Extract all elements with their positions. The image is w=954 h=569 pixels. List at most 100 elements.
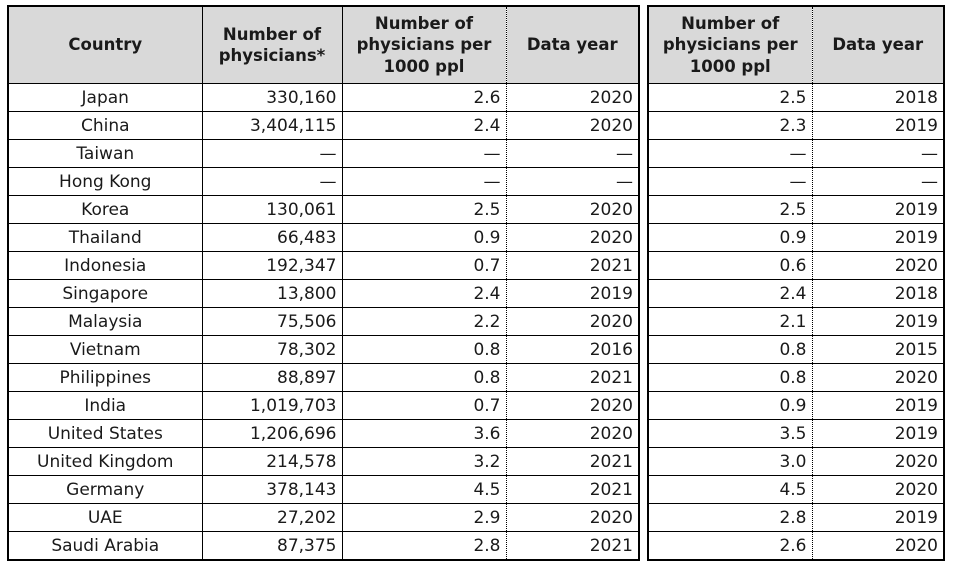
cell-country: Philippines (7, 363, 203, 392)
cell-per-1000-primary: 4.5 (341, 475, 507, 504)
table-row: Indonesia 192,347 0.7 2021 (7, 251, 640, 280)
col-header-data-year-secondary: Data year (811, 5, 945, 84)
col-header-data-year-primary: Data year (505, 5, 640, 84)
cell-per-1000-secondary: 2.4 (647, 279, 813, 308)
table-row: Taiwan — — — (7, 139, 640, 168)
cell-per-1000-primary: 2.4 (341, 279, 507, 308)
cell-per-1000-secondary: 0.9 (647, 223, 813, 252)
cell-country: United Kingdom (7, 447, 203, 476)
cell-per-1000-primary: 0.9 (341, 223, 507, 252)
cell-data-year-primary: — (505, 139, 640, 168)
cell-data-year-primary: 2020 (505, 195, 640, 224)
cell-country: Japan (7, 83, 203, 112)
cell-country: Hong Kong (7, 167, 203, 196)
cell-per-1000-secondary: 2.8 (647, 503, 813, 532)
cell-per-1000-secondary: 0.9 (647, 391, 813, 420)
table-main-header: Country Number of physicians* Number of … (7, 5, 640, 84)
cell-data-year-primary: 2021 (505, 531, 640, 561)
cell-per-1000-primary: 2.5 (341, 195, 507, 224)
table-row: 0.6 2020 (647, 251, 945, 280)
col-header-per-1000-secondary: Number of physicians per 1000 ppl (647, 5, 813, 84)
cell-data-year-secondary: 2019 (811, 307, 945, 336)
cell-physician-count: 78,302 (201, 335, 343, 364)
cell-per-1000-primary: 3.6 (341, 419, 507, 448)
cell-per-1000-secondary: 4.5 (647, 475, 813, 504)
cell-country: United States (7, 419, 203, 448)
cell-data-year-secondary: 2019 (811, 195, 945, 224)
cell-per-1000-secondary: 2.5 (647, 83, 813, 112)
table-row: 2.4 2018 (647, 279, 945, 308)
col-header-per-1000-primary: Number of physicians per 1000 ppl (341, 5, 507, 84)
cell-per-1000-primary: — (341, 167, 507, 196)
cell-data-year-primary: — (505, 167, 640, 196)
table-secondary-body: 2.5 2018 2.3 2019— — — —2.5 2019 0.9 2019 0.6 2020 2… (647, 83, 945, 561)
table-row: China 3,404,115 2.4 2020 (7, 111, 640, 140)
cell-per-1000-secondary: 2.6 (647, 531, 813, 561)
cell-physician-count: — (201, 167, 343, 196)
cell-country: India (7, 391, 203, 420)
cell-data-year-primary: 2020 (505, 391, 640, 420)
cell-data-year-secondary: — (811, 139, 945, 168)
table-row: 2.5 2019 (647, 195, 945, 224)
cell-data-year-secondary: 2015 (811, 335, 945, 364)
cell-data-year-primary: 2020 (505, 83, 640, 112)
cell-physician-count: 3,404,115 (201, 111, 343, 140)
table-row: — — (647, 167, 945, 196)
table-row: Vietnam 78,302 0.8 2016 (7, 335, 640, 364)
cell-country: Thailand (7, 223, 203, 252)
table-row: — — (647, 139, 945, 168)
cell-per-1000-primary: 0.8 (341, 335, 507, 364)
cell-physician-count: 192,347 (201, 251, 343, 280)
table-row: 3.5 2019 (647, 419, 945, 448)
cell-physician-count: 75,506 (201, 307, 343, 336)
cell-per-1000-secondary: 0.8 (647, 363, 813, 392)
cell-data-year-primary: 2021 (505, 251, 640, 280)
cell-data-year-primary: 2020 (505, 111, 640, 140)
cell-per-1000-secondary: — (647, 167, 813, 196)
cell-physician-count: 13,800 (201, 279, 343, 308)
cell-data-year-secondary: 2018 (811, 279, 945, 308)
cell-data-year-secondary: 2020 (811, 531, 945, 561)
cell-country: Korea (7, 195, 203, 224)
table-row: 0.8 2015 (647, 335, 945, 364)
col-header-number-of-physicians: Number of physicians* (201, 5, 343, 84)
table-row: 0.9 2019 (647, 223, 945, 252)
physicians-table-secondary: Number of physicians per 1000 ppl Data y… (647, 5, 945, 561)
header-row: Country Number of physicians* Number of … (7, 5, 640, 84)
table-row: Philippines 88,897 0.8 2021 (7, 363, 640, 392)
cell-per-1000-primary: 2.9 (341, 503, 507, 532)
cell-data-year-primary: 2016 (505, 335, 640, 364)
cell-per-1000-primary: 2.6 (341, 83, 507, 112)
cell-data-year-secondary: 2019 (811, 111, 945, 140)
table-row: Hong Kong — — — (7, 167, 640, 196)
header-row: Number of physicians per 1000 ppl Data y… (647, 5, 945, 84)
cell-country: Singapore (7, 279, 203, 308)
cell-per-1000-primary: 3.2 (341, 447, 507, 476)
cell-per-1000-primary: 2.2 (341, 307, 507, 336)
table-row: 2.3 2019 (647, 111, 945, 140)
cell-physician-count: 66,483 (201, 223, 343, 252)
cell-data-year-secondary: 2020 (811, 447, 945, 476)
cell-data-year-secondary: 2019 (811, 503, 945, 532)
cell-per-1000-secondary: 3.5 (647, 419, 813, 448)
table-row: India 1,019,703 0.7 2020 (7, 391, 640, 420)
cell-per-1000-secondary: 3.0 (647, 447, 813, 476)
table-secondary-header: Number of physicians per 1000 ppl Data y… (647, 5, 945, 84)
cell-per-1000-primary: 2.4 (341, 111, 507, 140)
cell-per-1000-secondary: 2.3 (647, 111, 813, 140)
cell-country: UAE (7, 503, 203, 532)
cell-physician-count: 130,061 (201, 195, 343, 224)
table-row: Korea 130,061 2.5 2020 (7, 195, 640, 224)
cell-data-year-secondary: 2019 (811, 391, 945, 420)
cell-data-year-secondary: 2019 (811, 419, 945, 448)
cell-data-year-primary: 2021 (505, 363, 640, 392)
cell-per-1000-primary: 0.7 (341, 391, 507, 420)
table-row: UAE 27,202 2.9 2020 (7, 503, 640, 532)
cell-data-year-primary: 2020 (505, 503, 640, 532)
cell-per-1000-secondary: 2.1 (647, 307, 813, 336)
cell-data-year-primary: 2020 (505, 223, 640, 252)
cell-country: Germany (7, 475, 203, 504)
cell-physician-count: — (201, 139, 343, 168)
